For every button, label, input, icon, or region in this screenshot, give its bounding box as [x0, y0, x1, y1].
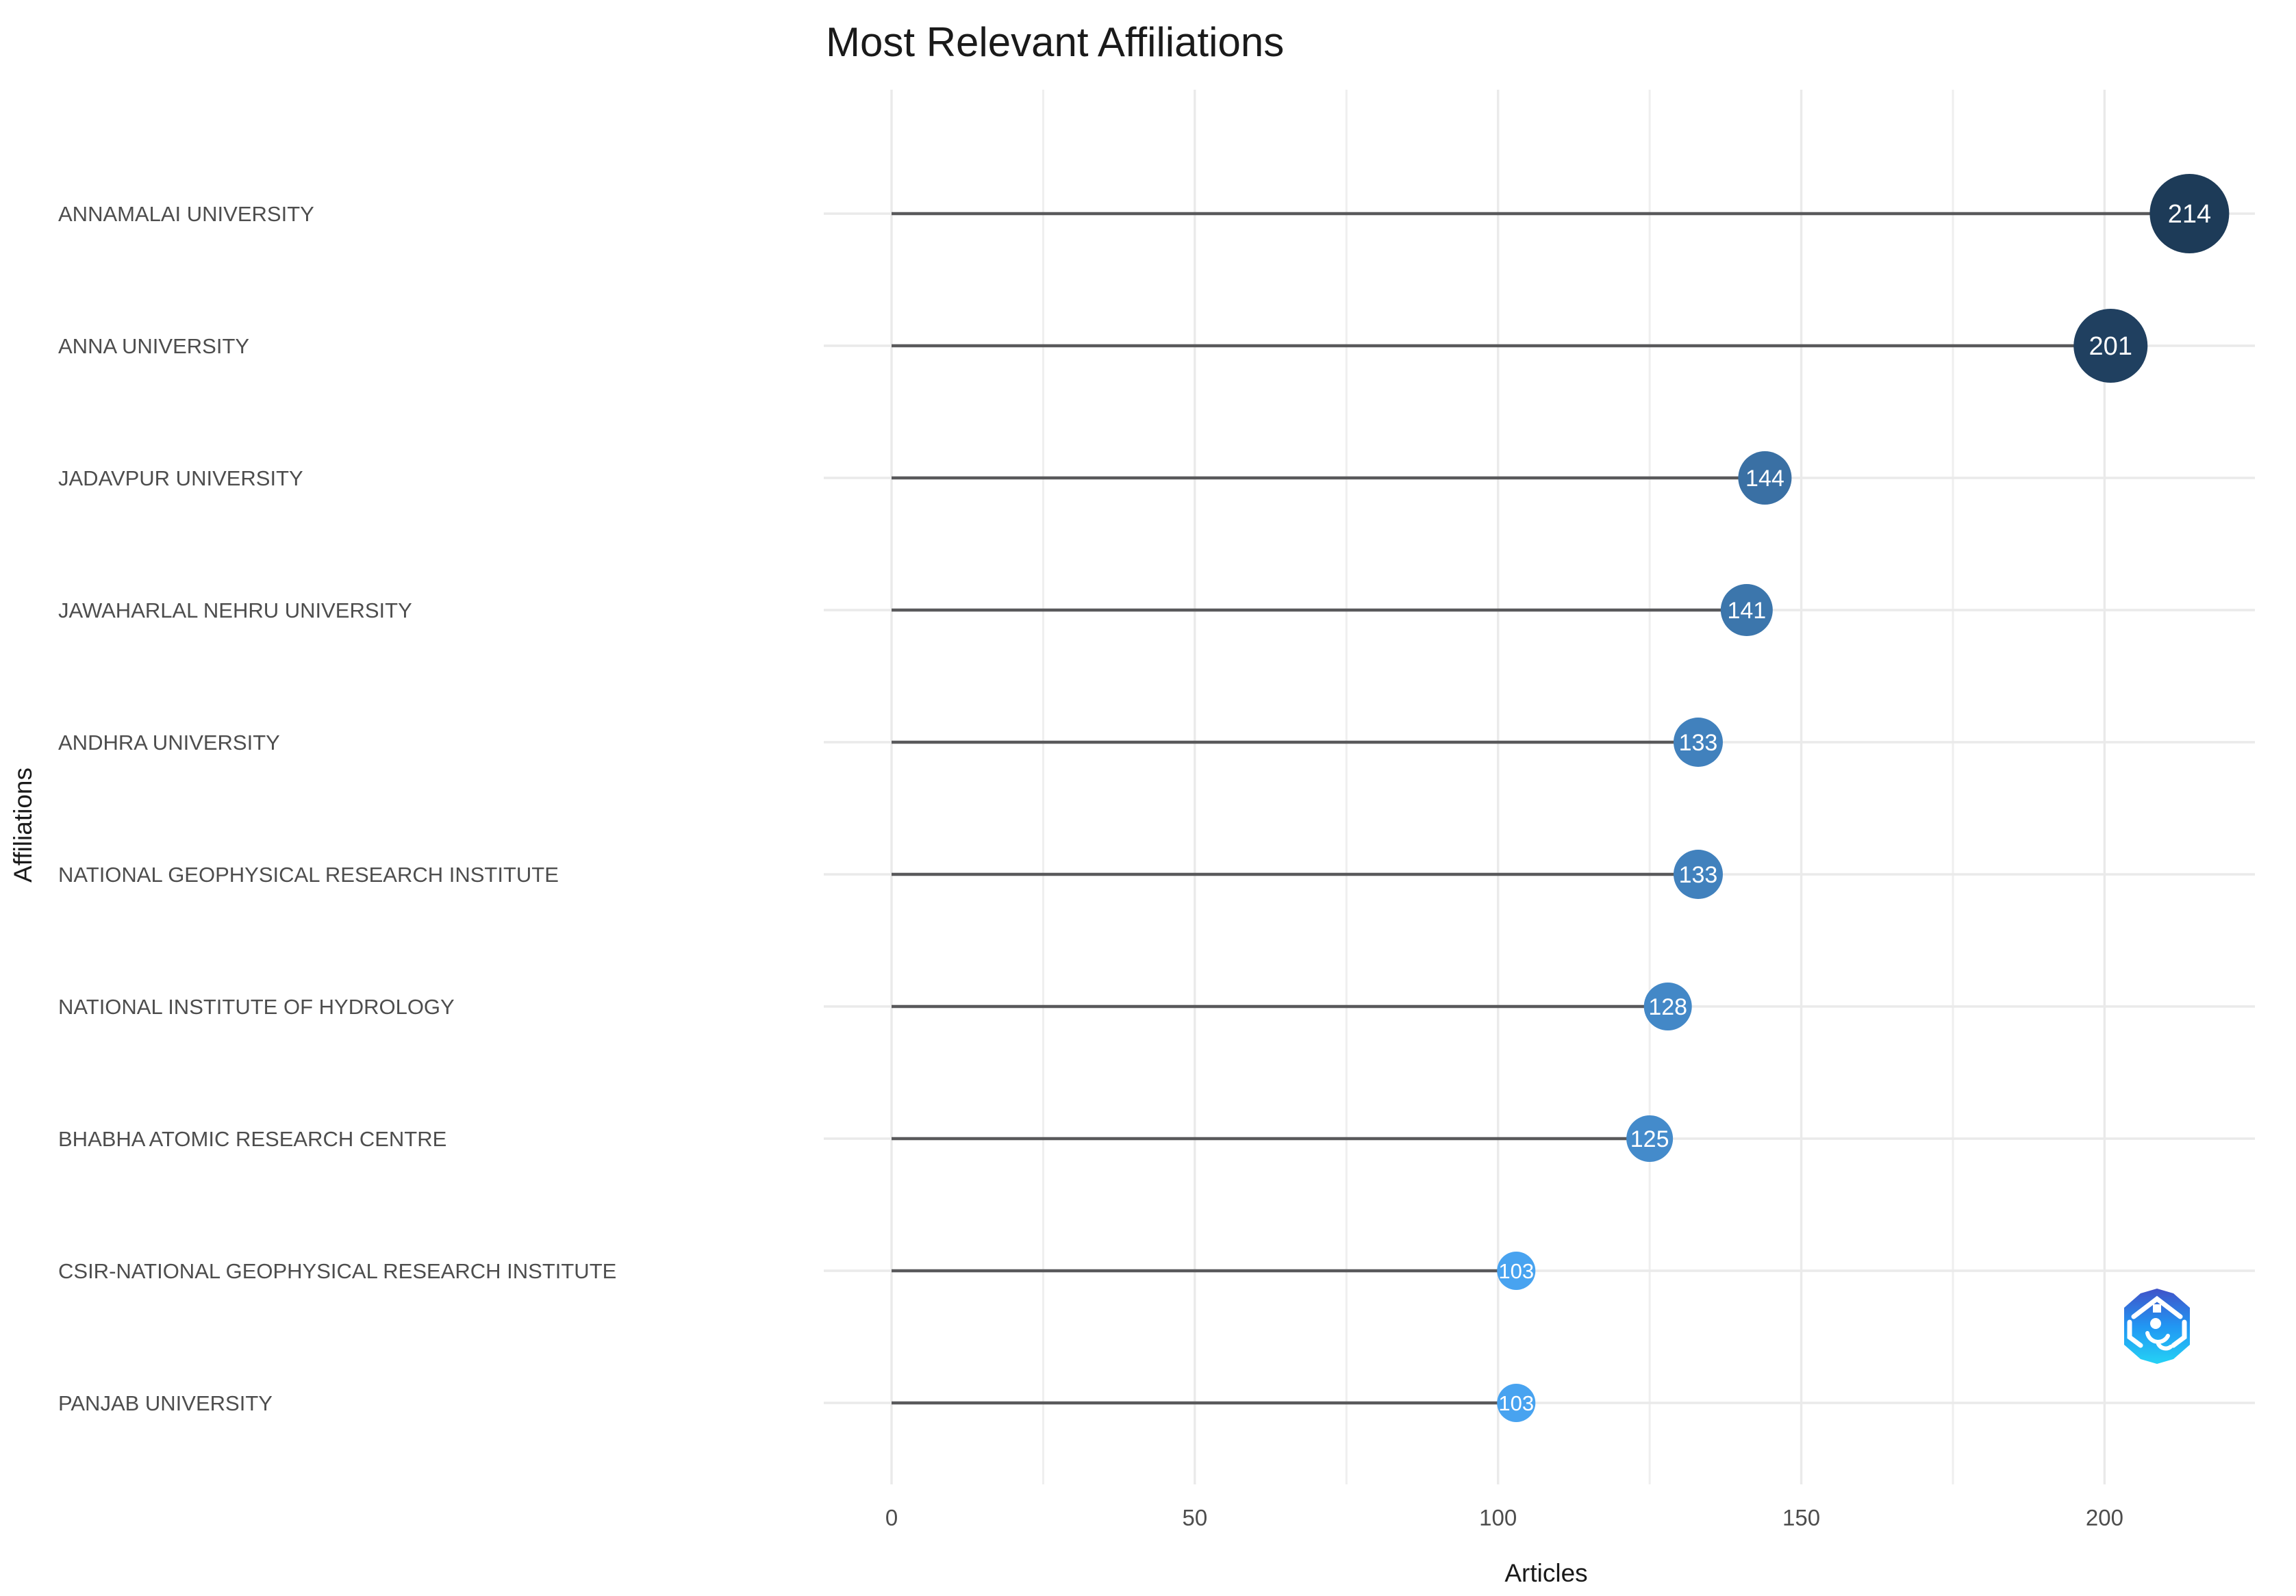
category-label: BHABHA ATOMIC RESEARCH CENTRE — [58, 1127, 446, 1151]
chart-title: Most Relevant Affiliations — [826, 19, 1285, 65]
data-bubble — [2149, 174, 2230, 253]
lollipop-bubbles: 214 201 144 141 133 133 128 125 103 103 — [1497, 174, 2230, 1422]
data-bubble — [1497, 1252, 1536, 1290]
x-tick-label: 200 — [2086, 1505, 2123, 1530]
category-label: JADAVPUR UNIVERSITY — [58, 466, 303, 490]
category-label: ANNA UNIVERSITY — [58, 334, 249, 358]
logo-bracket-left — [2127, 1319, 2143, 1348]
data-bubble — [1626, 1115, 1674, 1162]
logo-dot — [2150, 1318, 2161, 1329]
logo-chevron — [2131, 1295, 2183, 1319]
logo-swirl — [2145, 1331, 2173, 1351]
bubble-value-label: 133 — [1679, 730, 1718, 756]
data-bubble — [1720, 584, 1773, 636]
category-label: NATIONAL GEOPHYSICAL RESEARCH INSTITUTE — [58, 863, 559, 887]
data-bubble — [1643, 983, 1692, 1030]
bubble-value-label: 128 — [1648, 994, 1687, 1020]
horizontal-gridlines — [824, 212, 2255, 1404]
category-label: JAWAHARLAL NEHRU UNIVERSITY — [58, 598, 412, 622]
data-bubble — [1738, 451, 1792, 505]
category-label: ANNAMALAI UNIVERSITY — [58, 202, 314, 226]
bubble-value-label: 141 — [1727, 598, 1766, 624]
x-axis-title: Articles — [1504, 1559, 1588, 1587]
bubble-value-label: 201 — [2089, 332, 2132, 361]
x-tick-label: 100 — [1479, 1505, 1517, 1530]
category-label: PANJAB UNIVERSITY — [58, 1391, 273, 1415]
data-bubble — [1673, 718, 1723, 767]
bubble-value-label: 133 — [1679, 862, 1718, 888]
bubble-value-label: 103 — [1498, 1259, 1534, 1283]
bibliometrix-logo-icon — [2124, 1289, 2190, 1364]
data-bubble — [1673, 850, 1723, 899]
category-label: NATIONAL INSTITUTE OF HYDROLOGY — [58, 995, 455, 1019]
logo-bracket-right — [2171, 1319, 2187, 1348]
category-label: CSIR-NATIONAL GEOPHYSICAL RESEARCH INSTI… — [58, 1259, 616, 1283]
x-tick-label: 0 — [885, 1505, 898, 1530]
bubble-value-label: 144 — [1745, 466, 1784, 492]
y-category-labels: ANNAMALAI UNIVERSITY ANNA UNIVERSITY JADAV… — [58, 202, 616, 1415]
vertical-gridlines — [890, 90, 2106, 1484]
category-label: ANDHRA UNIVERSITY — [58, 731, 280, 755]
x-tick-label: 150 — [1782, 1505, 1820, 1530]
x-tick-label: 50 — [1182, 1505, 1207, 1530]
bubble-value-label: 103 — [1498, 1391, 1534, 1415]
bubble-value-label: 125 — [1630, 1126, 1669, 1152]
logo-square — [2153, 1304, 2161, 1313]
bubble-value-label: 214 — [2168, 200, 2211, 229]
lollipop-stems — [892, 212, 2190, 1405]
x-tick-labels: 0 50 100 150 200 — [885, 1505, 2123, 1530]
data-bubble — [2073, 309, 2148, 383]
data-bubble — [1497, 1384, 1536, 1422]
